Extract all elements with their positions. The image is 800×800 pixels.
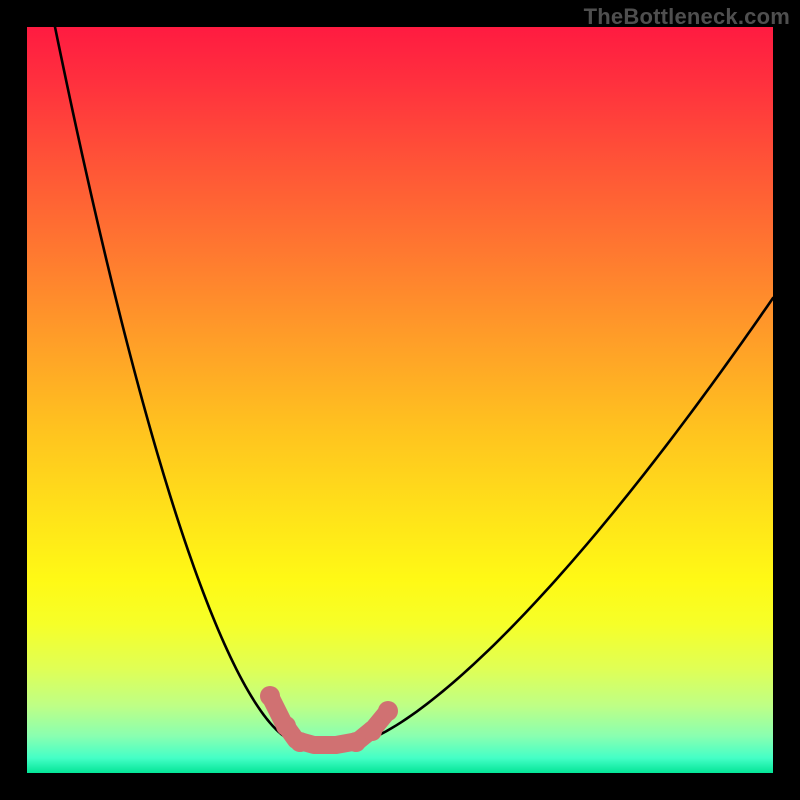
- plot-background: [27, 27, 773, 773]
- marker-dot: [362, 721, 382, 741]
- watermark-text: TheBottleneck.com: [584, 4, 790, 30]
- marker-dot: [260, 686, 280, 706]
- marker-dot: [378, 701, 398, 721]
- marker-dot: [276, 716, 296, 736]
- plot-svg: [0, 0, 800, 800]
- stage: TheBottleneck.com: [0, 0, 800, 800]
- marker-dot: [290, 732, 310, 752]
